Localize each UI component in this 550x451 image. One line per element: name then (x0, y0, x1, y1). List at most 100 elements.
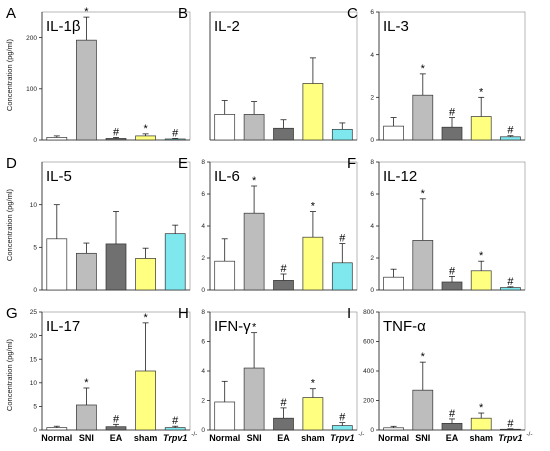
significance-mark: # (449, 265, 456, 277)
y-tick-label: 2 (201, 398, 205, 405)
significance-mark: # (449, 107, 456, 119)
significance-mark: * (84, 377, 89, 389)
x-axis-category-labels: Normal SNI EA sham Trpv1 -/- Normal SNI EA sham Tr… (41, 431, 532, 443)
y-tick-label: 4 (201, 368, 205, 375)
bar-A-3 (135, 135, 156, 141)
bar-B-0 (214, 114, 236, 141)
significance-mark: # (507, 125, 514, 137)
significance-mark: # (280, 397, 287, 409)
bar-D-3 (135, 258, 156, 291)
bar-E-0 (214, 260, 236, 291)
panel-letter-F: F (347, 155, 356, 172)
y-tick-label: 8 (201, 159, 205, 166)
x-category-label: sham (134, 433, 158, 443)
y-axis-label-row-3: Concentration (pg/ml) (5, 338, 14, 411)
panel-A: A IL-1β 0 100 200 * # * # (6, 5, 191, 144)
y-tick-label: 2 (370, 95, 374, 102)
y-tick-label: 25 (30, 309, 38, 316)
bar-B-4 (331, 128, 353, 141)
significance-mark: # (172, 415, 179, 427)
x-category-label: SNI (247, 433, 262, 443)
panel-title-G: IL-17 (46, 318, 80, 335)
bar-G-4 (164, 427, 186, 431)
bar-A-1 (76, 39, 97, 141)
y-tick-label: 6 (370, 9, 374, 16)
bar-D-1 (76, 252, 97, 291)
significance-mark: # (449, 408, 456, 420)
bar-C-2 (441, 126, 463, 141)
y-tick-label: 0 (370, 287, 374, 294)
bar-D-4 (164, 233, 186, 291)
x-category-label: Normal (378, 433, 409, 443)
significance-mark: # (113, 413, 120, 425)
bar-I-0 (383, 427, 404, 431)
x-category-label: SNI (79, 433, 94, 443)
y-tick-label: 600 (363, 339, 374, 346)
y-tick-label: 100 (26, 86, 37, 93)
y-axis-label-row-1: Concentration (pg/ml) (5, 38, 14, 111)
panel-title-E: IL-6 (214, 168, 240, 185)
bar-H-0 (214, 401, 236, 431)
significance-mark: * (252, 322, 257, 334)
y-tick-label: 200 (363, 398, 374, 405)
panel-H: H IFN-γ 0 2 4 6 8 * # * # (178, 305, 358, 434)
x-category-superscript: -/- (526, 431, 532, 438)
bar-G-0 (46, 427, 68, 431)
y-tick-label: 4 (201, 223, 205, 230)
panel-title-H: IFN-γ (214, 318, 251, 335)
y-tick-label: 6 (201, 339, 205, 346)
bar-I-2 (441, 423, 463, 431)
x-category-label: Normal (209, 433, 240, 443)
y-tick-label: 8 (370, 159, 374, 166)
panel-letter-E: E (178, 155, 188, 172)
y-tick-label: 0 (33, 427, 37, 434)
y-tick-label: 5 (33, 245, 37, 252)
x-category-label: sham (301, 433, 325, 443)
bar-H-1 (243, 367, 265, 431)
panel-C: C IL-3 0 2 4 6 * # * # (347, 5, 526, 144)
significance-mark: * (143, 312, 148, 324)
significance-mark: * (421, 351, 426, 363)
bar-D-0 (46, 238, 68, 291)
significance-mark: * (143, 123, 148, 135)
y-tick-label: 6 (370, 191, 374, 198)
bar-C-4 (500, 136, 521, 141)
bar-F-1 (412, 240, 434, 291)
panel-letter-D: D (6, 155, 17, 172)
panel-E: E IL-6 0 2 4 6 8 * # * # (178, 155, 358, 294)
significance-mark: * (421, 188, 426, 200)
y-tick-label: 2 (370, 255, 374, 262)
bar-E-4 (331, 262, 353, 291)
bar-D-2 (105, 243, 127, 291)
bar-H-4 (331, 425, 353, 431)
x-category-label: Trpv1 (330, 433, 354, 443)
y-tick-label: 10 (30, 380, 38, 387)
x-category-label: Normal (41, 433, 72, 443)
bar-E-3 (302, 236, 324, 291)
significance-mark: * (252, 175, 257, 187)
bar-C-3 (470, 116, 492, 141)
x-category-label: EA (446, 433, 459, 443)
significance-mark: * (311, 201, 316, 213)
significance-mark: * (84, 6, 89, 18)
bar-C-1 (412, 94, 434, 141)
x-category-superscript: -/- (191, 431, 197, 438)
x-category-label: Trpv1 (163, 433, 187, 443)
panel-letter-I: I (347, 305, 351, 322)
panel-letter-G: G (6, 305, 18, 322)
significance-mark: # (507, 418, 514, 430)
y-tick-label: 0 (370, 137, 374, 144)
y-tick-label: 0 (201, 427, 205, 434)
panel-title-C: IL-3 (383, 18, 409, 35)
y-tick-label: 4 (370, 223, 374, 230)
bar-A-2 (105, 138, 127, 141)
x-category-label: sham (469, 433, 493, 443)
y-tick-label: 0 (33, 287, 37, 294)
bar-B-2 (273, 127, 294, 141)
y-tick-label: 4 (370, 52, 374, 59)
y-tick-label: 0 (370, 427, 374, 434)
bar-F-2 (441, 281, 463, 291)
panel-letter-H: H (178, 305, 189, 322)
